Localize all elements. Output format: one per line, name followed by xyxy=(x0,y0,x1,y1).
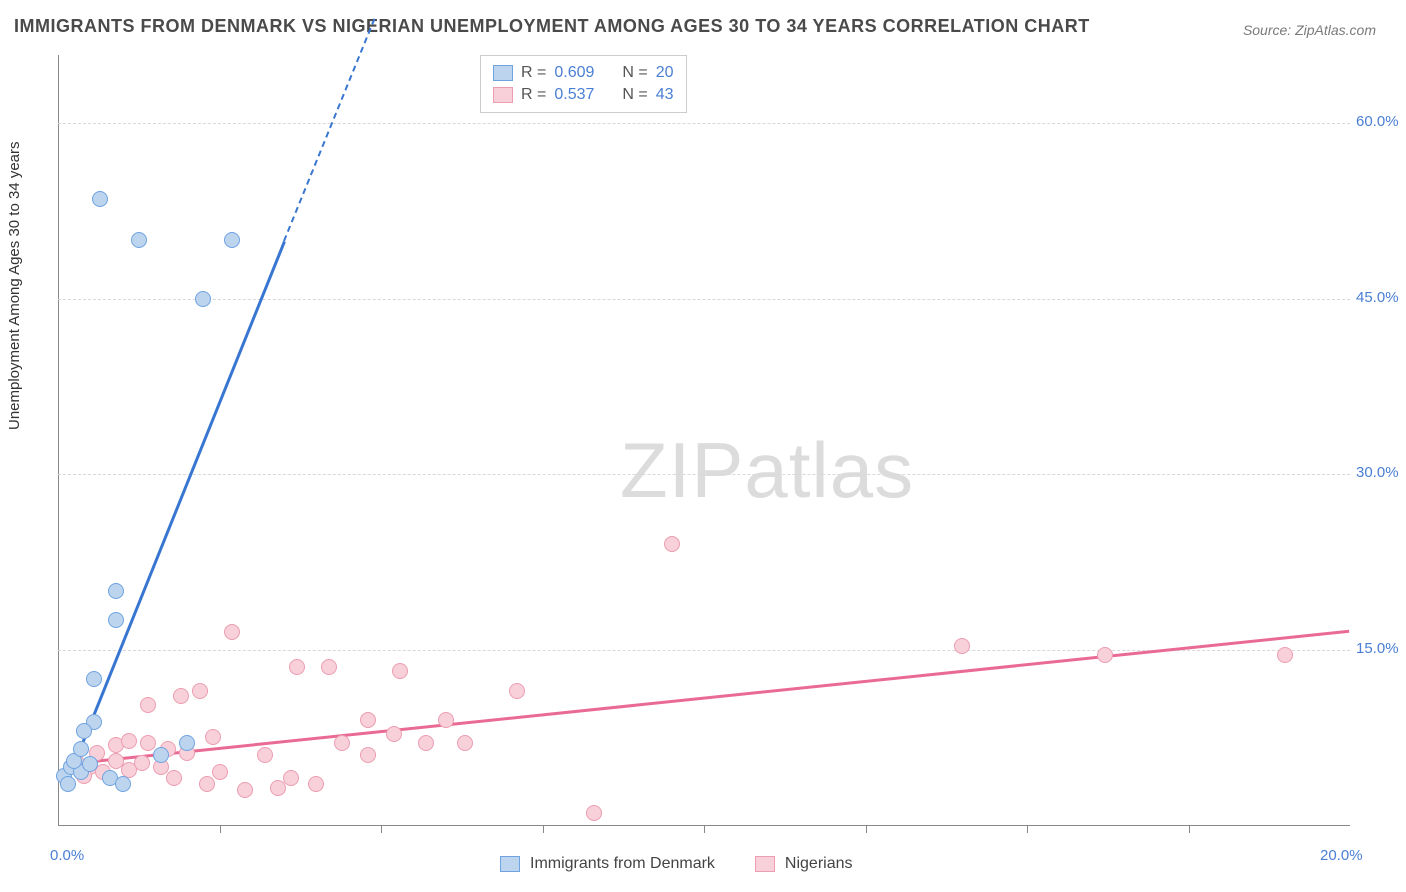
data-point-nigerians xyxy=(457,735,473,751)
watermark: ZIPatlas xyxy=(620,425,914,516)
n-label: N = xyxy=(622,86,647,104)
legend-swatch-nigerians xyxy=(493,87,513,103)
legend-swatch-denmark-bottom xyxy=(500,856,520,872)
legend-row-nigerians: R = 0.537 N = 43 xyxy=(493,84,674,106)
data-point-denmark xyxy=(153,747,169,763)
data-point-nigerians xyxy=(418,735,434,751)
data-point-nigerians xyxy=(140,697,156,713)
r-label: R = xyxy=(521,86,546,104)
data-point-nigerians xyxy=(954,638,970,654)
y-tick-label: 45.0% xyxy=(1356,289,1398,306)
watermark-bold: ZIP xyxy=(620,426,744,514)
source-attribution: Source: ZipAtlas.com xyxy=(1243,22,1376,38)
data-point-nigerians xyxy=(1097,647,1113,663)
data-point-denmark xyxy=(195,291,211,307)
x-minor-tick xyxy=(704,825,705,833)
x-minor-tick xyxy=(543,825,544,833)
data-point-denmark xyxy=(179,735,195,751)
legend-swatch-nigerians-bottom xyxy=(755,856,775,872)
n-value-denmark: 20 xyxy=(656,64,674,82)
data-point-nigerians xyxy=(140,735,156,751)
x-minor-tick xyxy=(381,825,382,833)
data-point-nigerians xyxy=(334,735,350,751)
grid-line-y xyxy=(58,474,1350,475)
data-point-denmark xyxy=(224,232,240,248)
chart-title: IMMIGRANTS FROM DENMARK VS NIGERIAN UNEM… xyxy=(14,16,1090,37)
grid-line-y xyxy=(58,123,1350,124)
data-point-denmark xyxy=(60,776,76,792)
data-point-nigerians xyxy=(586,805,602,821)
y-axis-line xyxy=(58,55,59,825)
data-point-nigerians xyxy=(289,659,305,675)
r-value-nigerians: 0.537 xyxy=(554,86,594,104)
correlation-legend: R = 0.609 N = 20 R = 0.537 N = 43 xyxy=(480,55,687,113)
data-point-nigerians xyxy=(257,747,273,763)
x-tick-label: 20.0% xyxy=(1320,847,1363,864)
data-point-denmark xyxy=(76,723,92,739)
data-point-nigerians xyxy=(205,729,221,745)
data-point-denmark xyxy=(108,583,124,599)
data-point-nigerians xyxy=(392,663,408,679)
r-value-denmark: 0.609 xyxy=(554,64,594,82)
data-point-denmark xyxy=(73,741,89,757)
chart-plot-area: ZIPatlas R = 0.609 N = 20 R = 0.537 N = … xyxy=(50,55,1360,835)
data-point-nigerians xyxy=(192,683,208,699)
data-point-denmark xyxy=(82,756,98,772)
n-value-nigerians: 43 xyxy=(656,86,674,104)
data-point-denmark xyxy=(108,612,124,628)
data-point-denmark xyxy=(86,671,102,687)
data-point-nigerians xyxy=(308,776,324,792)
y-tick-label: 30.0% xyxy=(1356,464,1398,481)
x-minor-tick xyxy=(1027,825,1028,833)
x-minor-tick xyxy=(1189,825,1190,833)
data-point-nigerians xyxy=(321,659,337,675)
r-label: R = xyxy=(521,64,546,82)
data-point-nigerians xyxy=(173,688,189,704)
series-legend: Immigrants from Denmark Nigerians xyxy=(500,855,853,873)
data-point-denmark xyxy=(131,232,147,248)
legend-label-denmark: Immigrants from Denmark xyxy=(530,855,715,873)
data-point-nigerians xyxy=(664,536,680,552)
data-point-nigerians xyxy=(360,747,376,763)
data-point-nigerians xyxy=(134,755,150,771)
n-label: N = xyxy=(622,64,647,82)
data-point-nigerians xyxy=(212,764,228,780)
data-point-denmark xyxy=(115,776,131,792)
x-minor-tick xyxy=(220,825,221,833)
data-point-nigerians xyxy=(166,770,182,786)
x-minor-tick xyxy=(866,825,867,833)
y-axis-label: Unemployment Among Ages 30 to 34 years xyxy=(6,141,23,430)
data-point-denmark xyxy=(92,191,108,207)
regression-line-dash xyxy=(283,19,375,242)
legend-row-denmark: R = 0.609 N = 20 xyxy=(493,62,674,84)
data-point-nigerians xyxy=(237,782,253,798)
data-point-nigerians xyxy=(224,624,240,640)
grid-line-y xyxy=(58,299,1350,300)
data-point-nigerians xyxy=(199,776,215,792)
data-point-nigerians xyxy=(270,780,286,796)
x-tick-label: 0.0% xyxy=(50,847,84,864)
watermark-light: atlas xyxy=(744,426,914,514)
data-point-nigerians xyxy=(386,726,402,742)
legend-swatch-denmark xyxy=(493,65,513,81)
data-point-nigerians xyxy=(438,712,454,728)
y-tick-label: 15.0% xyxy=(1356,640,1398,657)
data-point-nigerians xyxy=(121,733,137,749)
y-tick-label: 60.0% xyxy=(1356,113,1398,130)
data-point-nigerians xyxy=(360,712,376,728)
data-point-nigerians xyxy=(509,683,525,699)
data-point-nigerians xyxy=(1277,647,1293,663)
legend-label-nigerians: Nigerians xyxy=(785,855,853,873)
